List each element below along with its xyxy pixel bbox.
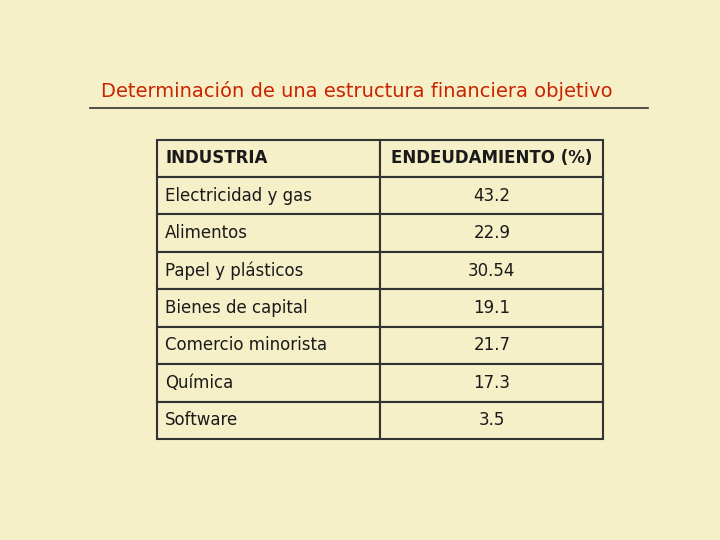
Text: 3.5: 3.5	[479, 411, 505, 429]
Bar	[157, 289, 380, 327]
Text: 30.54: 30.54	[468, 261, 516, 280]
Bar	[380, 140, 603, 177]
Bar	[157, 364, 380, 402]
Text: Bienes de capital: Bienes de capital	[166, 299, 308, 317]
Text: Papel y plásticos: Papel y plásticos	[166, 261, 304, 280]
Bar	[157, 402, 380, 439]
Text: Software: Software	[166, 411, 238, 429]
Text: Determinación de una estructura financiera objetivo: Determinación de una estructura financie…	[101, 82, 613, 102]
Bar	[380, 402, 603, 439]
Text: ENDEUDAMIENTO (%): ENDEUDAMIENTO (%)	[391, 150, 593, 167]
Text: 22.9: 22.9	[473, 224, 510, 242]
Bar	[380, 289, 603, 327]
Bar	[380, 327, 603, 364]
Bar	[380, 177, 603, 214]
Bar	[157, 140, 380, 177]
Text: INDUSTRIA: INDUSTRIA	[166, 150, 268, 167]
Bar	[157, 214, 380, 252]
Bar	[380, 214, 603, 252]
Text: 17.3: 17.3	[473, 374, 510, 392]
Text: Comercio minorista: Comercio minorista	[166, 336, 328, 354]
Text: 19.1: 19.1	[473, 299, 510, 317]
Text: Química: Química	[166, 374, 233, 392]
Bar	[157, 327, 380, 364]
Bar	[157, 177, 380, 214]
Text: 21.7: 21.7	[473, 336, 510, 354]
Text: 43.2: 43.2	[473, 187, 510, 205]
Bar	[380, 364, 603, 402]
Bar	[157, 252, 380, 289]
Text: Electricidad y gas: Electricidad y gas	[166, 187, 312, 205]
Bar	[380, 252, 603, 289]
Text: Alimentos: Alimentos	[166, 224, 248, 242]
